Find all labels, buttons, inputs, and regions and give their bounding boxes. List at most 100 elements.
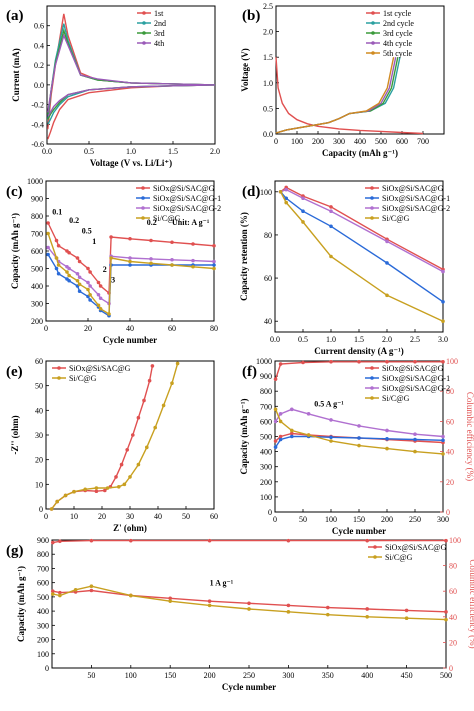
data-point [128,259,132,264]
y2-tick-label: 80 [449,562,457,571]
y2-axis-label: Columbic efficiency (%) [468,559,474,648]
y-tick-label: 900 [37,536,49,545]
data-point [83,487,87,492]
data-point [207,538,212,543]
legend-entry: SiOx@Si/SAC@G-2 [382,204,450,213]
x-tick-label: 40 [126,324,134,333]
series-line-2 [47,28,216,120]
x-tick-label: 100 [291,137,303,146]
series-line-1 [275,57,401,134]
data-point [273,377,278,381]
data-point [129,593,133,598]
data-point [86,266,90,271]
data-point [286,610,291,614]
x-tick-label: 0.5 [298,335,308,344]
legend-marker [370,186,374,190]
panel-a: (a) 0.0 0.5 1.0 1.5 2.0 -0.6 -0.4 -0.2 0.0 0.2 0.4 0… [6,5,220,168]
data-point [73,587,78,592]
x-tick-label: 50 [87,671,95,680]
x-tick-label: 0.0 [42,147,52,156]
y-tick-label: 200 [37,636,49,645]
y-tick-label: 0.2 [34,61,44,70]
data-point [329,418,333,422]
x-tick-label: 100 [125,671,137,680]
data-point [278,189,283,194]
data-point [329,439,333,443]
data-point [306,433,311,437]
data-point [357,424,361,428]
y-tick-label: 0.0 [34,81,44,90]
data-point [278,412,283,416]
data-point [413,359,417,364]
data-point [207,599,212,603]
data-point [50,540,55,545]
x-tick-label: 50 [182,512,190,521]
data-point [128,236,132,241]
data-point [136,462,141,467]
data-point [46,221,50,225]
y-tick-label: 0 [45,664,49,673]
x-tick-label: 0.0 [270,335,280,344]
y-tick-label: 40 [264,317,272,326]
data-point [444,610,448,614]
rate-label: 0.1 [52,207,62,216]
legend-marker [142,31,146,35]
y-tick-label: -0.2 [31,101,44,110]
x-tick-label: 700 [417,137,429,146]
x-tick-label: 1.5 [354,335,364,344]
data-point [98,296,103,301]
data-point [46,245,50,250]
series-line-4 [274,361,443,380]
x-tick-label: 500 [440,671,452,680]
data-point [284,200,289,205]
y-tick-label: 300 [260,463,272,472]
legend-marker [142,21,146,25]
data-point [98,284,103,288]
data-point [89,538,94,543]
panel-label: (c) [6,184,23,200]
rate-label: 0.5 A g⁻¹ [314,399,344,408]
data-point [50,589,55,593]
data-point [142,398,146,403]
data-point [46,252,50,257]
data-point [58,590,62,595]
legend-marker [141,186,145,190]
legend-marker [371,11,375,15]
y-tick-label: 200 [260,478,272,487]
data-point [444,538,448,543]
data-point [153,425,157,430]
data-point [441,359,445,364]
data-point [326,605,330,610]
data-point [385,428,389,433]
panel-label: (e) [6,364,23,380]
data-point [329,224,333,229]
data-point [54,238,59,243]
y-tick-label: 300 [37,621,49,630]
data-point [96,292,101,297]
y-tick-label: 1.5 [263,53,273,62]
data-point [286,603,291,608]
legend-marker [370,206,374,210]
data-point [56,271,61,276]
data-point [107,312,111,316]
data-point [88,284,92,288]
data-point [385,446,389,451]
x-tick-label: 500 [375,137,387,146]
data-point [56,263,61,267]
data-point [94,486,99,490]
panel-f: (f)0 50 100 150 200 250 3000100200300400500600… [239,357,474,536]
legend-marker [370,196,374,200]
data-point [385,359,389,364]
legend-entry: SiOx@Si/SAC@G [153,184,215,193]
x-tick-label: 300 [437,515,449,524]
data-point [75,271,80,276]
data-point [168,596,172,601]
y-tick-label: 0.0 [263,130,273,139]
legend-marker [141,206,145,210]
legend-marker [370,386,374,390]
x-tick-label: 0.5 [84,147,94,156]
data-point [128,263,132,267]
data-point [122,482,127,487]
legend-marker [142,41,146,45]
data-point [125,448,129,452]
